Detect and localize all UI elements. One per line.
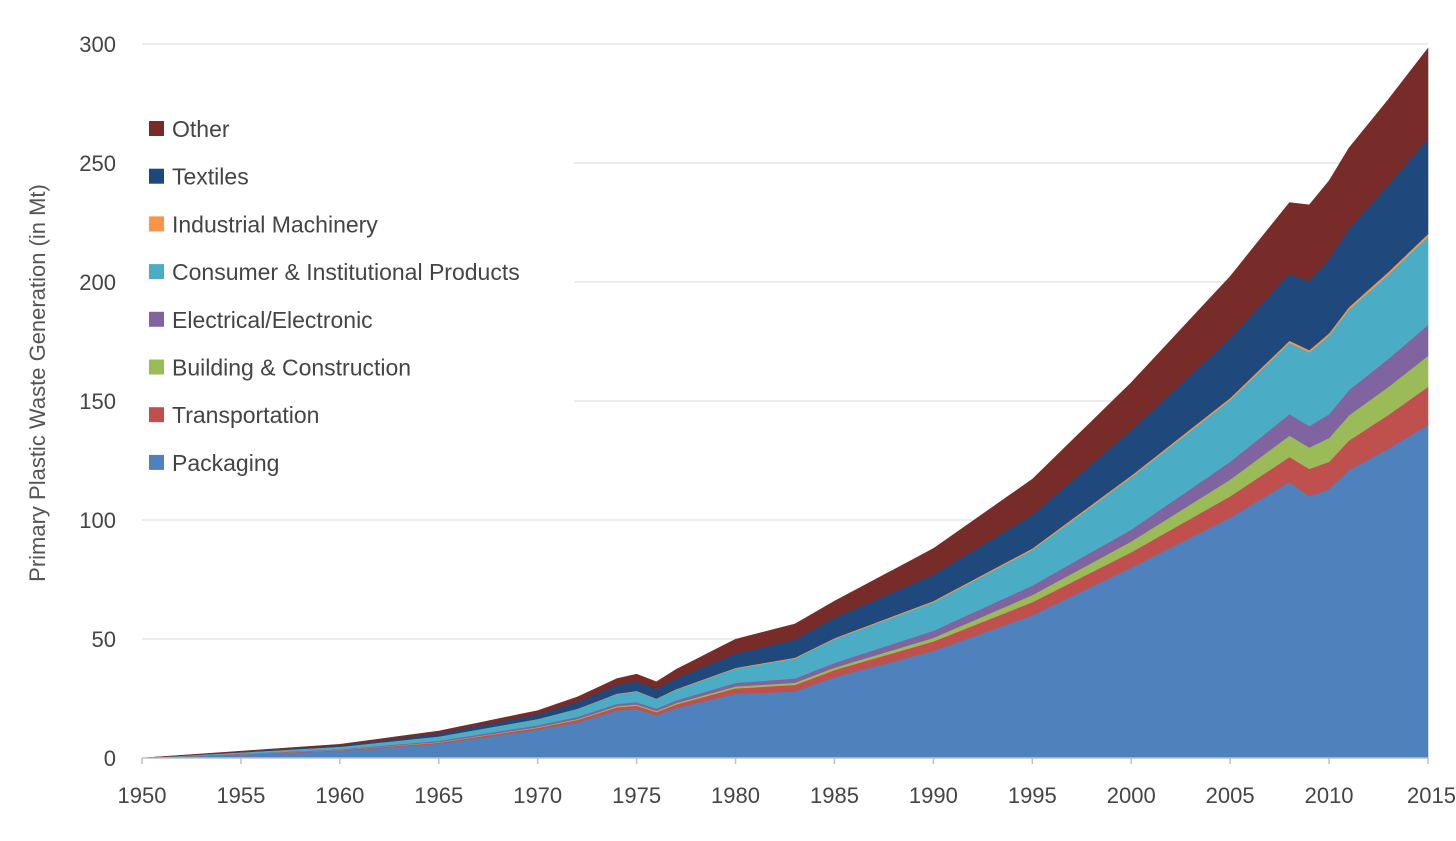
x-tick-label: 2000 <box>1107 783 1156 808</box>
y-tick-label: 0 <box>104 746 116 771</box>
x-tick-labels: 1950 1955 1960 1965 1970 1975 1980 1985 1990 1995… <box>118 758 1456 808</box>
area-series-layer <box>141 47 1429 759</box>
y-tick-label: 50 <box>92 627 116 652</box>
x-tick-label: 1975 <box>612 783 661 808</box>
legend-item-other: Other <box>149 116 230 142</box>
legend-swatch <box>149 407 164 423</box>
legend-swatch <box>149 311 164 327</box>
area-series-other <box>141 47 1429 759</box>
y-axis-title: Primary Plastic Waste Generation (in Mt) <box>25 184 50 582</box>
legend-swatch <box>149 359 164 375</box>
x-tick-label: 2010 <box>1305 783 1354 808</box>
legend-swatch <box>149 216 164 232</box>
legend-label: Packaging <box>172 450 279 476</box>
x-tick-label: 1990 <box>909 783 958 808</box>
legend-item-electrical-electronic: Electrical/Electronic <box>149 307 373 333</box>
legend-swatch <box>149 168 164 184</box>
legend-item-building-construction: Building & Construction <box>149 355 411 381</box>
y-tick-label: 300 <box>79 32 116 57</box>
x-tick-label: 1955 <box>216 783 265 808</box>
legend-item-textiles: Textiles <box>149 164 249 190</box>
legend-label: Transportation <box>172 402 319 428</box>
x-tick-label: 1960 <box>315 783 364 808</box>
legend: Other Textiles Industrial Machinery Consume… <box>149 116 520 476</box>
legend-item-packaging: Packaging <box>149 450 279 476</box>
x-tick-label: 1995 <box>1008 783 1057 808</box>
legend-label: Consumer & Institutional Products <box>172 259 520 285</box>
y-tick-label: 150 <box>79 389 116 414</box>
legend-item-transportation: Transportation <box>149 402 319 428</box>
x-tick-label: 2005 <box>1206 783 1255 808</box>
legend-item-consumer-institutional-products: Consumer & Institutional Products <box>149 259 520 285</box>
x-tick-label: 2015 <box>1407 783 1456 808</box>
legend-label: Electrical/Electronic <box>172 307 373 333</box>
legend-swatch <box>149 264 164 280</box>
legend-label: Building & Construction <box>172 355 411 381</box>
x-tick-label: 1950 <box>118 783 167 808</box>
legend-swatch <box>149 121 164 136</box>
legend-swatch <box>149 454 164 470</box>
y-tick-label: 250 <box>79 151 116 176</box>
x-tick-label: 1985 <box>810 783 859 808</box>
legend-label: Other <box>172 116 230 142</box>
legend-background <box>142 105 574 483</box>
y-tick-labels: 0 50 100 150 200 250 300 <box>79 32 116 771</box>
x-tick-label: 1965 <box>414 783 463 808</box>
legend-item-industrial-machinery: Industrial Machinery <box>149 211 378 237</box>
legend-label: Industrial Machinery <box>172 211 378 237</box>
legend-label: Textiles <box>172 164 249 190</box>
x-tick-label: 1980 <box>711 783 760 808</box>
y-tick-label: 200 <box>79 270 116 295</box>
y-tick-label: 100 <box>79 508 116 533</box>
x-tick-label: 1970 <box>513 783 562 808</box>
